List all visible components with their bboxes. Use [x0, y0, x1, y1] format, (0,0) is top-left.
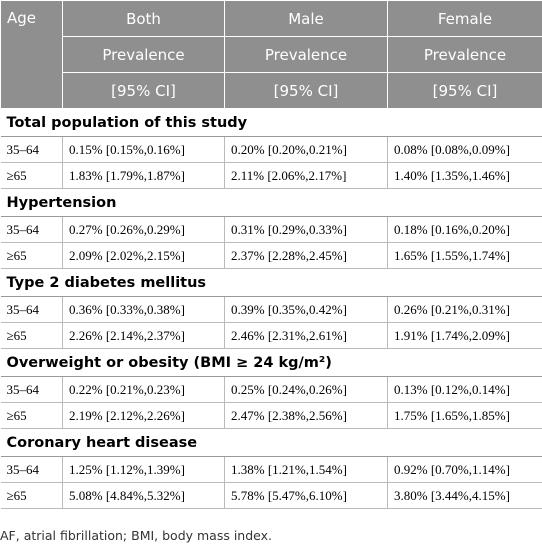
cell: 0.22% [0.21%,0.23%]: [62, 376, 225, 403]
section-row: Type 2 diabetes mellitus: [0, 268, 542, 297]
data-row: ≥65 2.26% [2.14%,2.37%] 2.46% [2.31%,2.61%…: [0, 322, 542, 349]
header-cell: Prevalence: [224, 36, 388, 73]
data-row: 35–64 0.27% [0.26%,0.29%] 0.31% [0.29%,0.3…: [0, 216, 542, 243]
cell: 1.38% [1.21%,1.54%]: [224, 456, 388, 483]
data-row: ≥65 5.08% [4.84%,5.32%] 5.78% [5.47%,6.10%…: [0, 482, 542, 509]
cell: 0.25% [0.24%,0.26%]: [224, 376, 388, 403]
cell: 1.25% [1.12%,1.39%]: [62, 456, 225, 483]
section-title: Type 2 diabetes mellitus: [0, 268, 542, 297]
cell: 0.15% [0.15%,0.16%]: [62, 136, 225, 163]
cell: 1.40% [1.35%,1.46%]: [387, 162, 542, 189]
cell: 1.91% [1.74%,2.09%]: [387, 322, 542, 349]
cell: 1.83% [1.79%,1.87%]: [62, 162, 225, 189]
cell: 2.37% [2.28%,2.45%]: [224, 242, 388, 269]
header-row: Prevalence Prevalence Prevalence: [1, 36, 542, 73]
section-row: Total population of this study: [0, 108, 542, 137]
cell: 2.46% [2.31%,2.61%]: [224, 322, 388, 349]
data-row: ≥65 2.09% [2.02%,2.15%] 2.37% [2.28%,2.45%…: [0, 242, 542, 269]
header-row: Age Both Male Female: [0, 0, 542, 109]
cell: ≥65: [0, 482, 63, 509]
header-cell: Age: [0, 0, 63, 109]
cell: 5.08% [4.84%,5.32%]: [62, 482, 225, 509]
footnote: AF, atrial fibrillation; BMI, body mass …: [0, 528, 273, 543]
cell: 3.80% [3.44%,4.15%]: [387, 482, 542, 509]
cell: 2.09% [2.02%,2.15%]: [62, 242, 225, 269]
header-cell: Both: [62, 0, 225, 37]
table: Age Both Male Female Prevalence Prevalence Pre…: [0, 0, 542, 509]
section-title: Coronary heart disease: [0, 428, 542, 457]
section-row: Coronary heart disease: [0, 428, 542, 457]
cell: 35–64: [0, 456, 63, 483]
cell: 0.13% [0.12%,0.14%]: [387, 376, 542, 403]
cell: ≥65: [0, 322, 63, 349]
cell: ≥65: [0, 162, 63, 189]
header-cell: [95% CI]: [224, 72, 388, 109]
cell: 0.31% [0.29%,0.33%]: [224, 216, 388, 243]
cell: 0.26% [0.21%,0.31%]: [387, 296, 542, 323]
data-row: 35–64 0.36% [0.33%,0.38%] 0.39% [0.35%,0.4…: [0, 296, 542, 323]
section-title: Total population of this study: [0, 108, 542, 137]
cell: 0.08% [0.08%,0.09%]: [387, 136, 542, 163]
section-title: Hypertension: [0, 188, 542, 217]
cell: 0.20% [0.20%,0.21%]: [224, 136, 388, 163]
cell: 35–64: [0, 216, 63, 243]
cell: 35–64: [0, 376, 63, 403]
cell: ≥65: [0, 402, 63, 429]
cell: 0.92% [0.70%,1.14%]: [387, 456, 542, 483]
header-cell: Prevalence: [387, 36, 542, 73]
header-row: [95% CI] [95% CI] [95% CI]: [1, 72, 542, 109]
table-body: Total population of this study 35–64 0.15%…: [0, 108, 542, 509]
cell: 2.19% [2.12%,2.26%]: [62, 402, 225, 429]
cell: 0.39% [0.35%,0.42%]: [224, 296, 388, 323]
data-row: 35–64 0.22% [0.21%,0.23%] 0.25% [0.24%,0.2…: [0, 376, 542, 403]
cell: 0.18% [0.16%,0.20%]: [387, 216, 542, 243]
cell: 0.36% [0.33%,0.38%]: [62, 296, 225, 323]
section-row: Overweight or obesity (BMI ≥ 24 kg/m²): [0, 348, 542, 377]
cell: 1.65% [1.55%,1.74%]: [387, 242, 542, 269]
header-cell: Female: [387, 0, 542, 37]
data-row: ≥65 2.19% [2.12%,2.26%] 2.47% [2.38%,2.56%…: [0, 402, 542, 429]
cell: 0.27% [0.26%,0.29%]: [62, 216, 225, 243]
cell: 35–64: [0, 296, 63, 323]
data-row: ≥65 1.83% [1.79%,1.87%] 2.11% [2.06%,2.17%…: [0, 162, 542, 189]
cell: 1.75% [1.65%,1.85%]: [387, 402, 542, 429]
header-cell: [95% CI]: [387, 72, 542, 109]
header-cell: Prevalence: [62, 36, 225, 73]
cell: ≥65: [0, 242, 63, 269]
header-cell: [95% CI]: [62, 72, 225, 109]
table-header: Age Both Male Female Prevalence Prevalence Pre…: [0, 0, 542, 109]
cell: 35–64: [0, 136, 63, 163]
cell: 5.78% [5.47%,6.10%]: [224, 482, 388, 509]
section-title: Overweight or obesity (BMI ≥ 24 kg/m²): [0, 348, 542, 377]
cell: 2.11% [2.06%,2.17%]: [224, 162, 388, 189]
cell: 2.26% [2.14%,2.37%]: [62, 322, 225, 349]
data-row: 35–64 0.15% [0.15%,0.16%] 0.20% [0.20%,0.2…: [0, 136, 542, 163]
cell: 2.47% [2.38%,2.56%]: [224, 402, 388, 429]
data-row: 35–64 1.25% [1.12%,1.39%] 1.38% [1.21%,1.5…: [0, 456, 542, 483]
header-cell: Male: [224, 0, 388, 37]
section-row: Hypertension: [0, 188, 542, 217]
